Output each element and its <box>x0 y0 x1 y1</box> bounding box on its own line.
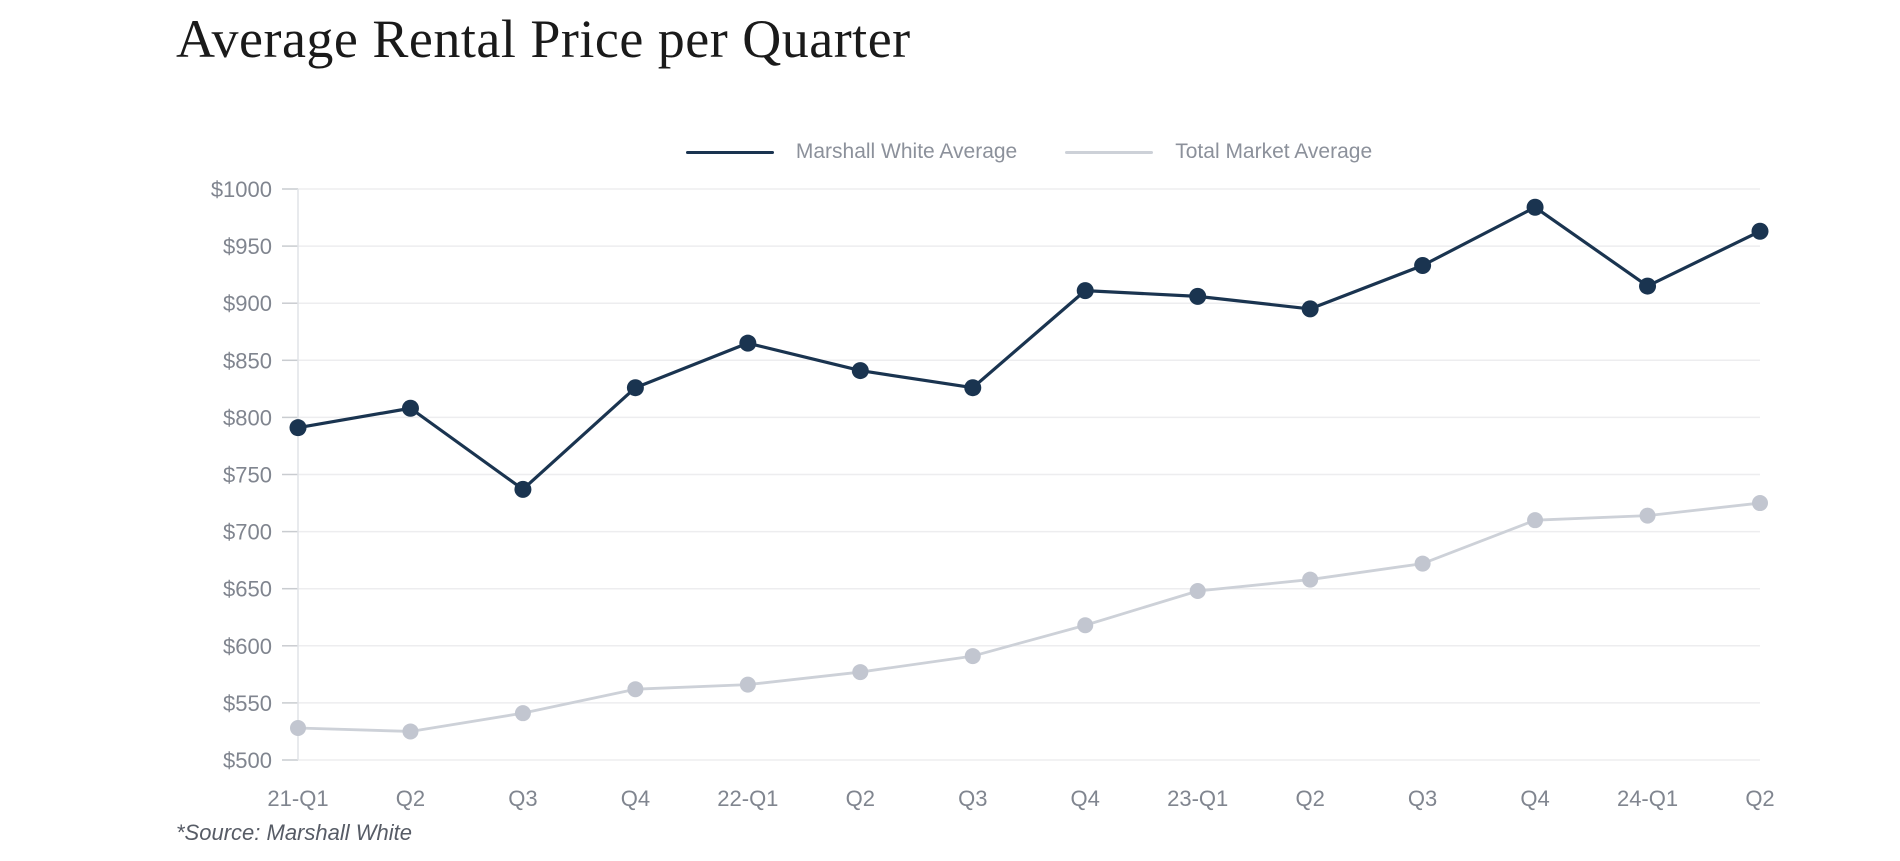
y-tick-label: $550 <box>223 691 272 716</box>
legend-item-marshall-white-average: Marshall White Average <box>685 140 1018 164</box>
x-tick-label: 21-Q1 <box>267 786 328 811</box>
x-tick-label: 23-Q1 <box>1167 786 1228 811</box>
data-point <box>851 362 869 380</box>
x-tick-label: Q4 <box>621 786 650 811</box>
chart-title: Average Rental Price per Quarter <box>176 9 911 69</box>
y-tick-label: $700 <box>223 520 272 545</box>
data-point <box>626 379 644 397</box>
data-point <box>739 676 756 693</box>
y-tick-label: $850 <box>223 348 272 373</box>
data-point <box>1639 507 1656 524</box>
source-note: *Source: Marshall White <box>176 820 412 845</box>
y-tick-label: $900 <box>223 291 272 316</box>
y-tick-label: $500 <box>223 748 272 773</box>
legend-label-marshall-white-average: Marshall White Average <box>795 140 1018 163</box>
data-point <box>964 379 982 397</box>
x-tick-label: Q2 <box>1745 786 1774 811</box>
data-point <box>1414 257 1432 275</box>
data-point <box>1751 222 1769 240</box>
x-tick-label: Q4 <box>1071 786 1100 811</box>
x-tick-label: Q2 <box>846 786 875 811</box>
data-point <box>1189 287 1207 305</box>
legend-item-total-market-average: Total Market Average <box>1065 140 1372 164</box>
chart-legend: Marshall White Average Total Market Aver… <box>298 140 1760 164</box>
series-line-marshall-white-average <box>296 205 1762 491</box>
data-point <box>514 480 532 498</box>
data-point <box>1527 512 1544 529</box>
y-tick-label: $950 <box>223 234 272 259</box>
data-point <box>1752 495 1768 512</box>
data-point <box>1414 555 1431 572</box>
x-tick-label: Q4 <box>1520 786 1549 811</box>
y-tick-label: $600 <box>223 634 272 659</box>
data-point <box>401 399 419 417</box>
data-point <box>964 648 981 665</box>
x-tick-label: Q2 <box>1295 786 1324 811</box>
data-point <box>290 720 306 737</box>
x-tick-label: 22-Q1 <box>717 786 778 811</box>
x-tick-label: Q3 <box>1408 786 1437 811</box>
y-tick-label: $1000 <box>211 177 272 202</box>
y-tick-label: $750 <box>223 463 272 488</box>
x-tick-label: Q3 <box>508 786 537 811</box>
x-tick-label: 24-Q1 <box>1617 786 1678 811</box>
y-tick-label: $800 <box>223 405 272 430</box>
data-point <box>1526 198 1544 216</box>
data-point <box>1639 277 1657 295</box>
legend-line-swatch-navy <box>685 150 774 154</box>
series-line-total-market-average <box>296 501 1762 733</box>
data-point <box>1189 582 1206 599</box>
data-point <box>1301 300 1319 318</box>
y-tick-label: $650 <box>223 577 272 602</box>
data-point <box>739 334 757 352</box>
data-point <box>852 664 869 681</box>
data-point <box>289 419 307 437</box>
data-point <box>514 705 531 722</box>
legend-line-swatch-gray <box>1065 150 1154 154</box>
data-point <box>402 723 419 740</box>
legend-label-total-market-average: Total Market Average <box>1175 140 1373 163</box>
data-point <box>1076 282 1094 300</box>
data-point <box>627 681 644 698</box>
x-tick-label: Q3 <box>958 786 987 811</box>
x-tick-label: Q2 <box>396 786 425 811</box>
data-point <box>1302 571 1319 588</box>
data-point <box>1077 617 1094 634</box>
